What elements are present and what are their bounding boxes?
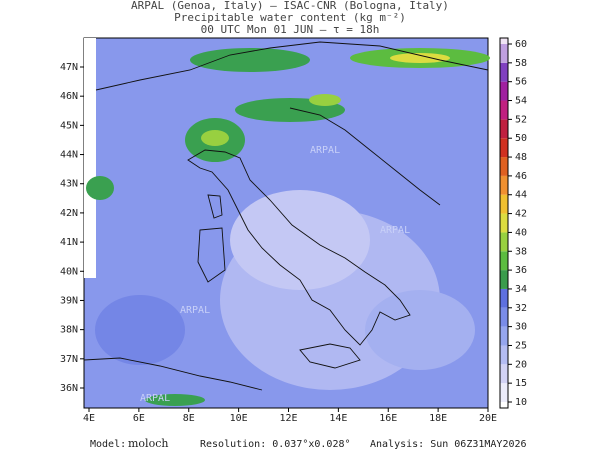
x-tick-label: 6E [133,413,145,424]
colorbar-swatch [500,402,508,408]
y-tick-label: 36N [60,383,78,394]
header-line: ARPAL (Genoa, Italy) — ISAC-CNR (Bologna… [131,0,449,12]
colorbar-label: 30 [515,322,527,333]
x-tick-label: 12E [279,413,297,424]
colorbar-swatch [500,364,508,384]
colorbar-label: 34 [515,284,527,295]
colorbar-label: 36 [515,265,527,276]
x-tick-label: 14E [329,413,347,424]
colorbar-swatch [500,175,508,195]
x-tick-label: 18E [429,413,447,424]
y-tick-label: 45N [60,120,78,131]
colorbar-swatch [500,81,508,101]
colorbar-swatch [500,62,508,82]
footer-analysis: Analysis: Sun 06Z31MAY2026 [370,439,527,450]
colorbar-swatch [500,138,508,158]
map-field [83,37,490,409]
watermark: ARPAL [180,305,210,316]
colorbar-label: 56 [515,77,527,88]
watermark: ARPAL [140,393,170,404]
colorbar-label: 25 [515,340,527,351]
footer-model: moloch [128,437,168,450]
colorbar-frame [499,37,509,409]
colorbar-swatch [500,38,508,44]
header-line: Precipitable water content (kg m⁻²) [174,11,406,24]
colorbar-swatch [500,44,508,63]
colorbar-swatch [500,326,508,346]
colorbar-label: 60 [515,39,527,50]
colorbar-swatch [500,270,508,289]
colorbar-swatch [500,232,508,252]
colorbar-swatch [500,251,508,271]
colorbar-label: 10 [515,397,527,408]
y-tick-label: 44N [60,150,78,161]
colorbar-label: 50 [515,133,527,144]
colorbar-swatch [500,288,508,308]
colorbar-label: 46 [515,171,527,182]
header-line: 00 UTC Mon 01 JUN — τ = 18h [201,23,380,36]
watermark: ARPAL [380,225,410,236]
footer-label: Model: [90,439,126,450]
colorbar-swatch [500,345,508,365]
x-tick-label: 8E [183,413,195,424]
colorbar-swatch [500,119,508,139]
footer-resolution: Resolution: 0.037°x0.028° [200,439,351,450]
colorbar-label: 38 [515,246,527,257]
colorbar-swatch [500,307,508,327]
colorbar-label: 15 [515,378,527,389]
colorbar-swatch [500,194,508,214]
colorbar-swatch [500,100,508,120]
colorbar-label: 54 [515,96,527,107]
x-tick-label: 4E [83,413,95,424]
colorbar-swatch [500,213,508,233]
colorbar-label: 52 [515,114,527,125]
colorbar-label: 42 [515,209,527,220]
x-tick-label: 20E [479,413,497,424]
y-tick-label: 39N [60,295,78,306]
y-tick-label: 41N [60,237,78,248]
colorbar-label: 58 [515,58,527,69]
y-tick-label: 47N [60,62,78,73]
y-tick-label: 43N [60,179,78,190]
y-tick-label: 42N [60,208,78,219]
colorbar-label: 48 [515,152,527,163]
watermark: ARPAL [310,145,340,156]
colorbar-swatch [500,157,508,176]
coastlines [83,41,489,391]
y-tick-label: 38N [60,325,78,336]
colorbar-swatch [500,383,508,402]
y-tick-label: 46N [60,91,78,102]
y-tick-label: 37N [60,354,78,365]
x-tick-label: 10E [230,413,248,424]
colorbar-label: 20 [515,359,527,370]
x-tick-label: 16E [379,413,397,424]
y-tick-label: 40N [60,266,78,277]
colorbar-label: 44 [515,190,527,201]
colorbar-label: 40 [515,227,527,238]
colorbar-label: 32 [515,303,527,314]
